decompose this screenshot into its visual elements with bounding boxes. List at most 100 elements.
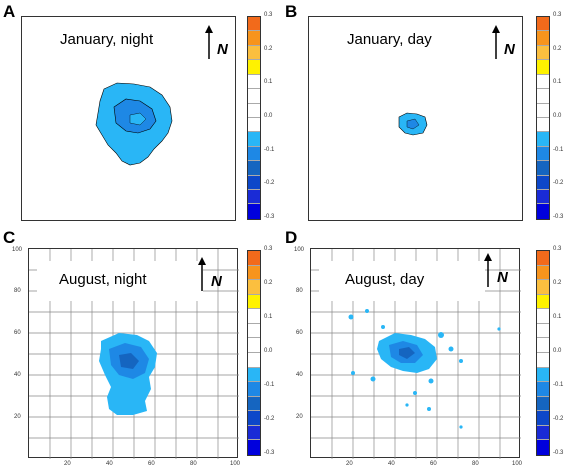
scale-segment: [537, 74, 549, 90]
scale-segment: [537, 338, 549, 353]
scale-segment: [248, 251, 260, 266]
scale-segment: [248, 294, 260, 310]
scale-segment: [248, 45, 260, 61]
scale-segment: [537, 367, 549, 383]
north-arrow-icon: [492, 25, 500, 59]
y-tick-c-40: 40: [14, 372, 21, 378]
scale-segment: [248, 190, 260, 205]
scale-segment: [537, 89, 549, 104]
y-tick-d-100: 100: [294, 247, 305, 253]
scale-segment: [537, 294, 549, 310]
map-panel-b: January, day N: [308, 16, 523, 221]
y-tick-d-60: 60: [296, 330, 303, 336]
scale-segment: [248, 117, 260, 133]
scale-tick-label: -0.2: [553, 180, 564, 187]
scale-segment: [248, 396, 260, 412]
x-tick-c-60: 60: [148, 461, 155, 467]
x-tick-d-20: 20: [346, 461, 353, 467]
color-scale-b: [536, 16, 550, 220]
scale-tick-label: 0.3: [553, 12, 562, 18]
scale-segment: [248, 411, 260, 426]
scale-segment: [248, 146, 260, 162]
anomaly-area-b: [398, 112, 428, 136]
scale-segment: [248, 161, 260, 176]
scale-segment: [248, 265, 260, 281]
panel-title-d: August, day: [345, 271, 425, 288]
scale-tick-label: 0.3: [264, 246, 273, 252]
scale-segment: [537, 161, 549, 176]
scale-segment: [537, 204, 549, 219]
scale-segment: [248, 425, 260, 441]
scale-segment: [537, 117, 549, 133]
panel-letter-b: B: [285, 2, 298, 21]
north-arrow-icon: [198, 257, 206, 291]
scale-tick-label: -0.3: [553, 214, 564, 220]
scale-segment: [537, 146, 549, 162]
scale-segment: [537, 175, 549, 191]
y-tick-d-80: 80: [296, 288, 303, 294]
scale-segment: [248, 175, 260, 191]
scale-tick-label: -0.2: [264, 416, 275, 422]
x-tick-c-100: 100: [230, 461, 241, 467]
scale-tick-label: -0.3: [264, 214, 275, 220]
panel-letter-c: C: [3, 228, 16, 247]
north-label-b: N: [504, 41, 515, 58]
anomaly-area-a: [95, 82, 173, 166]
scale-segment: [537, 280, 549, 295]
scale-segment: [248, 338, 260, 353]
scale-segment: [537, 382, 549, 397]
y-tick-c-100: 100: [12, 247, 23, 253]
scale-segment: [248, 31, 260, 46]
panel-letter-a: A: [3, 2, 16, 21]
scale-tick-label: 0.1: [553, 314, 562, 320]
scale-segment: [537, 17, 549, 32]
scale-tick-label: -0.2: [553, 416, 564, 422]
panel-title-b: January, day: [347, 31, 432, 48]
scale-segment: [537, 190, 549, 205]
scale-tick-label: 0.3: [553, 246, 562, 252]
scale-segment: [537, 309, 549, 324]
scale-segment: [248, 74, 260, 90]
y-tick-c-80: 80: [14, 288, 21, 294]
scale-tick-label: 0.2: [264, 45, 273, 52]
north-label-d: N: [497, 269, 508, 286]
y-tick-c-20: 20: [14, 414, 21, 420]
map-panel-d: August, day N: [310, 248, 521, 459]
north-label-a: N: [217, 41, 228, 58]
scale-segment: [537, 251, 549, 266]
scale-segment: [248, 440, 260, 455]
scale-tick-label: -0.3: [553, 450, 564, 456]
scale-tick-label: 0.2: [553, 45, 562, 52]
scale-tick-label: -0.1: [264, 382, 275, 388]
scale-segment: [248, 352, 260, 368]
x-tick-c-20: 20: [64, 461, 71, 467]
map-panel-a: January, night N: [21, 16, 236, 221]
scale-segment: [248, 280, 260, 295]
scale-segment: [248, 17, 260, 32]
y-tick-d-40: 40: [296, 372, 303, 378]
scale-segment: [537, 60, 549, 75]
scale-tick-label: -0.3: [264, 450, 275, 456]
scale-tick-label: 0.0: [553, 113, 562, 119]
scale-segment: [537, 45, 549, 61]
grid-lines-c: [29, 249, 239, 459]
scale-tick-label: 0.2: [264, 280, 273, 286]
x-tick-c-40: 40: [106, 461, 113, 467]
scale-tick-label: -0.1: [553, 146, 564, 153]
scale-segment: [537, 31, 549, 46]
scale-segment: [248, 204, 260, 219]
panel-letter-d: D: [285, 228, 298, 247]
scale-tick-label: 0.3: [264, 12, 273, 18]
scale-tick-label: 0.1: [264, 314, 273, 320]
x-tick-d-100: 100: [512, 461, 523, 467]
north-label-c: N: [211, 273, 222, 290]
scale-segment: [537, 411, 549, 426]
y-tick-c-60: 60: [14, 330, 21, 336]
scale-segment: [248, 103, 260, 118]
scale-segment: [537, 425, 549, 441]
scale-tick-label: 0.0: [264, 113, 273, 119]
x-tick-d-60: 60: [430, 461, 437, 467]
x-tick-d-80: 80: [472, 461, 479, 467]
scale-segment: [248, 132, 260, 147]
scale-segment: [537, 323, 549, 339]
